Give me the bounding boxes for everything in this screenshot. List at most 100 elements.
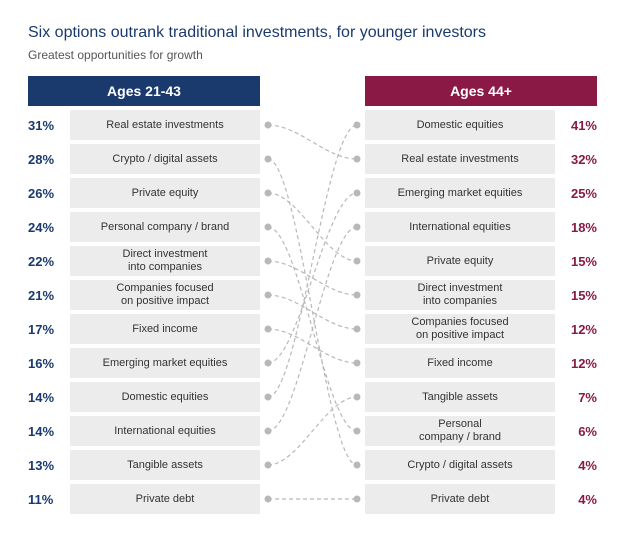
rank-label: Personal company / brand — [70, 212, 260, 242]
rank-row: 14%Domestic equities — [28, 382, 260, 412]
rank-label: Fixed income — [365, 348, 555, 378]
rank-label: Direct investmentinto companies — [365, 280, 555, 310]
connector-dot-icon — [354, 190, 361, 197]
connector-line — [268, 227, 357, 431]
connector-dot-icon — [354, 360, 361, 367]
rank-row: Companies focusedon positive impact12% — [365, 314, 597, 344]
connector-dot-icon — [265, 258, 272, 265]
rank-pct: 14% — [28, 424, 70, 439]
connector-dot-icon — [265, 496, 272, 503]
rank-pct: 22% — [28, 254, 70, 269]
rank-label: Private equity — [365, 246, 555, 276]
rank-label: Emerging market equities — [70, 348, 260, 378]
left-column: Ages 21-43 31%Real estate investments 28%… — [28, 76, 260, 514]
rank-pct: 21% — [28, 288, 70, 303]
rank-row: Private debt4% — [365, 484, 597, 514]
rank-label: Real estate investments — [70, 110, 260, 140]
rank-row: Crypto / digital assets4% — [365, 450, 597, 480]
connector-line — [268, 295, 357, 329]
rank-row: 21%Companies focusedon positive impact — [28, 280, 260, 310]
connector-dot-icon — [354, 462, 361, 469]
connector-line — [268, 125, 357, 397]
rank-label: Private debt — [365, 484, 555, 514]
left-header: Ages 21-43 — [28, 76, 260, 106]
connector-line — [268, 397, 357, 465]
rank-row: 26%Private equity — [28, 178, 260, 208]
rank-row: 17%Fixed income — [28, 314, 260, 344]
connector-dot-icon — [265, 292, 272, 299]
slope-chart: Ages 21-43 31%Real estate investments 28%… — [28, 76, 597, 516]
chart-title: Six options outrank traditional investme… — [28, 24, 597, 42]
connector-line — [268, 159, 357, 465]
rank-label: Private equity — [70, 178, 260, 208]
rank-pct: 15% — [555, 288, 597, 303]
rank-pct: 12% — [555, 322, 597, 337]
rank-row: Real estate investments32% — [365, 144, 597, 174]
connector-dot-icon — [265, 462, 272, 469]
rank-label: Tangible assets — [70, 450, 260, 480]
rank-pct: 17% — [28, 322, 70, 337]
rank-row: 13%Tangible assets — [28, 450, 260, 480]
rank-label: International equities — [365, 212, 555, 242]
connector-dot-icon — [265, 360, 272, 367]
rank-row: Emerging market equities25% — [365, 178, 597, 208]
rank-label: Personalcompany / brand — [365, 416, 555, 446]
rank-row: Personalcompany / brand6% — [365, 416, 597, 446]
rank-pct: 41% — [555, 118, 597, 133]
rank-pct: 12% — [555, 356, 597, 371]
rank-pct: 26% — [28, 186, 70, 201]
rank-pct: 25% — [555, 186, 597, 201]
connector-dot-icon — [354, 428, 361, 435]
rank-pct: 31% — [28, 118, 70, 133]
connector-dot-icon — [265, 428, 272, 435]
connector-dot-icon — [265, 394, 272, 401]
rank-label: Companies focusedon positive impact — [365, 314, 555, 344]
rank-label: Fixed income — [70, 314, 260, 344]
connector-dot-icon — [354, 496, 361, 503]
connector-dot-icon — [354, 394, 361, 401]
rank-row: 14%International equities — [28, 416, 260, 446]
rank-row: Private equity15% — [365, 246, 597, 276]
rank-row: 24%Personal company / brand — [28, 212, 260, 242]
rank-pct: 4% — [555, 492, 597, 507]
rank-pct: 11% — [28, 492, 70, 507]
rank-label: Private debt — [70, 484, 260, 514]
rank-pct: 24% — [28, 220, 70, 235]
connector-line — [268, 261, 357, 295]
connector-dot-icon — [354, 122, 361, 129]
connector-line — [268, 329, 357, 363]
rank-pct: 15% — [555, 254, 597, 269]
connector-dot-icon — [265, 224, 272, 231]
rank-row: Fixed income12% — [365, 348, 597, 378]
connector-line — [268, 125, 357, 159]
rank-label: Direct investmentinto companies — [70, 246, 260, 276]
connector-dot-icon — [265, 326, 272, 333]
rank-label: International equities — [70, 416, 260, 446]
rank-pct: 16% — [28, 356, 70, 371]
connector-line — [268, 193, 357, 261]
rank-row: 22%Direct investmentinto companies — [28, 246, 260, 276]
rank-label: Domestic equities — [70, 382, 260, 412]
rank-pct: 32% — [555, 152, 597, 167]
rank-row: International equities18% — [365, 212, 597, 242]
connector-line — [268, 227, 357, 431]
rank-row: 31%Real estate investments — [28, 110, 260, 140]
connector-dot-icon — [265, 122, 272, 129]
rank-label: Tangible assets — [365, 382, 555, 412]
right-column: Ages 44+ Domestic equities41% Real estate… — [365, 76, 597, 514]
rank-row: 28%Crypto / digital assets — [28, 144, 260, 174]
connector-dot-icon — [354, 292, 361, 299]
rank-label: Emerging market equities — [365, 178, 555, 208]
connector-dot-icon — [354, 326, 361, 333]
rank-pct: 6% — [555, 424, 597, 439]
rank-pct: 14% — [28, 390, 70, 405]
rank-row: 16%Emerging market equities — [28, 348, 260, 378]
right-header: Ages 44+ — [365, 76, 597, 106]
connector-dot-icon — [354, 258, 361, 265]
rank-pct: 4% — [555, 458, 597, 473]
rank-row: Direct investmentinto companies15% — [365, 280, 597, 310]
rank-label: Domestic equities — [365, 110, 555, 140]
rank-label: Crypto / digital assets — [70, 144, 260, 174]
chart-subtitle: Greatest opportunities for growth — [28, 48, 597, 62]
rank-label: Companies focusedon positive impact — [70, 280, 260, 310]
